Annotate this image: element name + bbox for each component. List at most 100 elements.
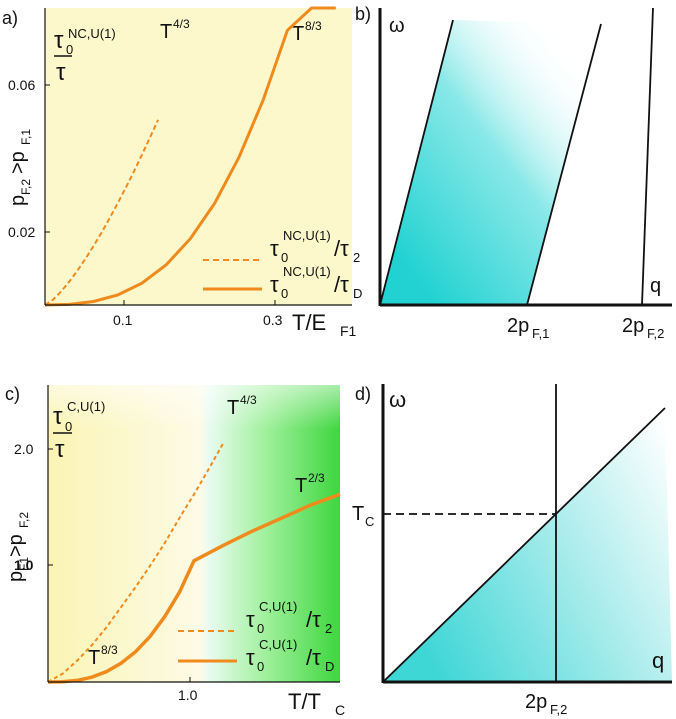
panel-a-ytick-label-0.06: 0.06 [8,77,35,93]
panel-d-q-label: q [652,648,664,673]
svg-text:F,2: F,2 [647,326,664,341]
panel-c-label-t43: T 4/3 [227,393,257,419]
svg-text:C: C [335,702,345,718]
panel-c: c) τ 0 C,U(1) τ T 4/3 T 2/3 T 8/3 [5,384,345,718]
panel-d-label: d) [355,384,371,404]
svg-text:2: 2 [325,621,332,636]
svg-text:NC,U(1): NC,U(1) [283,264,331,279]
svg-text:T: T [292,23,304,45]
panel-c-legend: τ 0 C,U(1) /τ 2 τ 0 C,U(1) /τ D [178,599,334,674]
panel-c-ytick-label-1.0: 1.0 [14,557,34,573]
svg-text:τ: τ [54,27,64,54]
svg-text:/τ: /τ [306,607,321,632]
panel-b-q-label: q [650,275,661,297]
svg-text:2p: 2p [507,315,529,337]
svg-text:0: 0 [257,659,264,674]
svg-text:τ: τ [246,645,255,670]
svg-text:F,1: F,1 [532,326,549,341]
panel-b-omega-label: ω [389,15,405,37]
svg-text:NC,U(1): NC,U(1) [68,26,116,41]
panel-c-label-t83: T 8/3 [88,643,118,669]
svg-text:T/E: T/E [292,310,326,335]
svg-text:T: T [295,475,307,497]
svg-text:F,2: F,2 [19,179,33,195]
panel-b-label: b) [355,4,371,24]
svg-text:D: D [325,659,334,674]
panel-b-tick-2pf2: 2p F,2 [622,315,664,341]
panel-b-tick-2pf1: 2p F,1 [507,315,549,341]
panel-c-series-td-solid [47,492,341,684]
svg-text:/τ: /τ [306,645,321,670]
svg-text:>p: >p [7,151,29,174]
panel-d-tc-label: T C [352,503,374,529]
svg-text:8/3: 8/3 [101,643,118,657]
svg-text:F,2: F,2 [550,702,567,717]
panel-c-series-t43-dashed [47,442,225,683]
svg-text:T/T: T/T [288,689,321,714]
svg-text:0: 0 [281,286,288,301]
svg-text:C,U(1): C,U(1) [67,399,105,414]
panel-b-continuum-region [380,20,601,305]
panel-a-label: a) [2,8,18,28]
panel-d: d) ω q T C 2p F,2 [352,384,672,717]
svg-text:2/3: 2/3 [308,471,325,485]
panel-b: b) ω q 2p F,1 2p F,2 [355,4,672,341]
panel-c-label-t23: T 2/3 [295,471,325,497]
svg-text:τ: τ [270,272,279,297]
svg-text:D: D [353,286,362,301]
panel-a-x-label: T/E F1 [292,310,357,339]
panel-c-background-fade [48,385,340,682]
panel-c-label: c) [5,384,20,404]
panel-a-ratio-label: τ 0 NC,U(1) τ [54,26,116,86]
svg-text:τ: τ [246,607,255,632]
svg-text:0: 0 [281,250,288,265]
svg-text:T: T [227,397,239,419]
svg-text:F,2: F,2 [17,512,31,528]
panel-c-legend-dashed-label: τ 0 C,U(1) /τ 2 [246,599,332,636]
svg-text:NC,U(1): NC,U(1) [283,228,331,243]
panel-c-x-label: T/T C [288,689,345,718]
panel-a-background [45,8,352,305]
svg-text:τ: τ [56,59,66,86]
panel-a-legend: τ 0 NC,U(1) /τ 2 τ 0 NC,U(1) /τ D [203,228,362,301]
panel-c-y-label: p F1 >p F,2 [5,512,31,582]
panel-a-xtick-label-0.3: 0.3 [263,312,283,328]
svg-text:p: p [5,571,27,582]
svg-text:F,1: F,1 [19,129,33,145]
panel-a-label-t83: T 8/3 [292,19,322,45]
panel-d-2pf2-label: 2p F,2 [525,691,567,717]
svg-text:8/3: 8/3 [305,19,322,33]
svg-text:4/3: 4/3 [240,393,257,407]
panel-c-ytick-label-2.0: 2.0 [14,441,34,457]
svg-text:/τ: /τ [334,236,349,261]
svg-text:τ: τ [270,236,279,261]
panel-d-omega-label: ω [389,387,406,412]
svg-text:T: T [352,503,364,525]
panel-c-legend-solid-label: τ 0 C,U(1) /τ D [246,637,334,674]
panel-b-boundary-left [379,19,454,306]
panel-a-label-t43: T 4/3 [160,17,190,43]
svg-text:>p: >p [5,534,27,557]
svg-text:/τ: /τ [334,272,349,297]
panel-c-xtick-label-1.0: 1.0 [178,687,198,703]
svg-text:0: 0 [65,419,72,434]
panel-d-continuum-region [383,408,672,682]
svg-text:τ: τ [53,403,63,430]
panel-a: a) τ 0 NC,U(1) τ T 4/3 T 8/3 τ 0 NC,U( [2,6,362,339]
panel-c-ratio-label: τ 0 C,U(1) τ [53,399,105,463]
svg-text:T: T [88,647,100,669]
svg-text:C,U(1): C,U(1) [259,599,297,614]
panel-a-series-t83-solid [44,6,336,307]
panel-a-series-t43-dashed [44,119,160,306]
svg-text:p: p [7,195,29,206]
panel-a-ytick-label-0.02: 0.02 [8,224,35,240]
svg-text:4/3: 4/3 [173,17,190,31]
svg-text:F1: F1 [340,323,357,339]
panel-b-line-2pf2 [641,7,654,306]
svg-text:τ: τ [55,436,65,463]
svg-text:0: 0 [66,42,73,57]
svg-text:C: C [365,514,374,529]
svg-text:0: 0 [257,621,264,636]
svg-text:C,U(1): C,U(1) [259,637,297,652]
svg-text:T: T [160,21,172,43]
